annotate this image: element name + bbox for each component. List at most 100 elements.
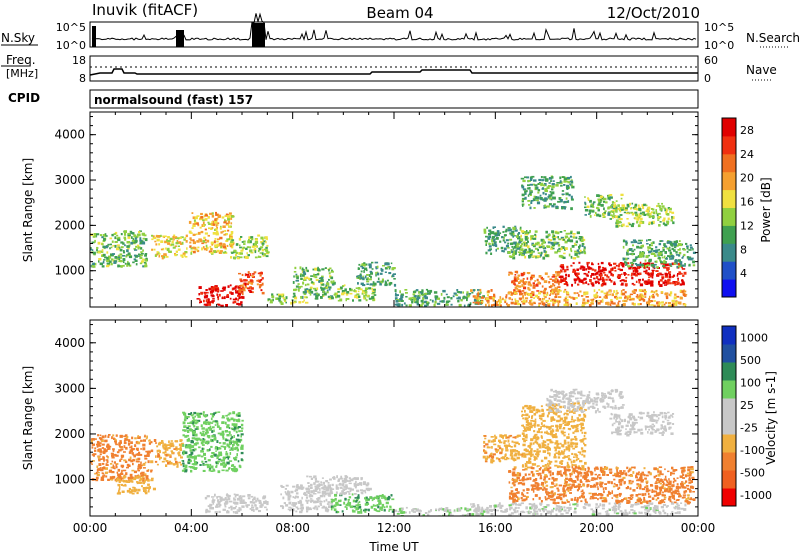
data-cell [541,179,545,181]
data-cell [202,438,205,441]
data-cell [209,425,212,429]
data-cell [281,293,283,297]
data-cell [672,302,676,304]
data-cell [518,232,521,235]
data-cell [578,278,581,281]
data-cell [335,486,339,489]
data-cell [210,286,213,288]
data-cell [365,287,368,290]
data-cell [97,241,101,245]
data-cell [617,204,620,207]
data-cell [206,291,209,294]
data-cell [280,505,284,508]
data-cell [120,241,124,244]
data-cell [488,245,492,248]
data-cell [368,265,372,269]
data-cell [565,301,567,304]
data-cell [518,253,521,256]
data-cell [167,240,171,242]
data-cell [596,275,599,279]
data-cell [408,304,412,307]
data-cell [484,451,488,454]
data-cell [330,296,334,300]
data-cell [510,452,514,455]
data-cell [346,291,350,294]
data-cell [261,282,264,286]
data-cell [676,295,680,298]
data-cell [230,507,233,511]
data-cell [299,501,303,504]
data-cell [233,465,236,469]
data-cell [237,294,241,296]
data-cell [189,455,192,459]
data-cell [247,494,251,497]
data-cell [443,509,448,512]
data-cell [586,205,590,208]
data-cell [226,461,230,465]
data-cell [321,490,324,494]
data-cell [578,236,582,238]
data-cell [551,279,555,282]
data-cell [592,201,596,204]
data-cell [577,283,580,286]
data-cell [135,441,138,444]
data-cell [617,264,620,268]
data-cell [168,250,172,253]
data-cell [661,304,664,307]
data-cell [507,227,511,229]
data-cell [505,446,508,449]
data-cell [363,262,366,265]
data-cell [122,469,127,472]
data-cell [566,293,570,296]
data-cell [198,286,202,289]
data-cell [241,292,244,296]
data-cell [521,185,525,189]
data-cell [491,457,494,460]
data-cell [580,236,583,239]
data-cell [555,183,559,187]
data-cell [384,283,388,286]
data-cell [613,290,616,293]
data-cell [598,202,601,206]
data-cell [123,441,127,445]
data-cell [271,295,275,299]
data-cell [493,242,497,245]
data-cell [542,241,546,244]
data-cell [509,449,513,453]
data-cell [213,240,216,244]
data-cell [137,457,141,460]
data-cell [325,489,329,492]
data-cell [388,266,391,268]
data-cell [209,212,213,215]
data-cell [263,495,267,499]
data-cell [552,274,556,277]
data-cell [228,467,231,470]
data-cell [323,491,327,494]
data-cell [216,243,220,247]
data-cell [101,255,104,257]
data-cell [152,235,155,238]
data-cell [178,461,181,464]
data-cell [486,226,488,229]
data-cell [579,244,581,247]
data-cell [523,251,527,254]
data-cell [627,265,630,268]
data-cell [513,444,517,448]
data-cell [650,273,654,277]
data-cell [186,247,188,250]
data-cell [611,273,614,277]
data-cell [97,251,101,254]
data-cell [656,301,660,304]
data-cell [677,301,680,305]
data-cell [103,259,106,261]
data-cell [492,244,497,247]
data-cell [573,270,577,273]
data-cell [240,451,244,455]
data-cell [189,245,192,248]
data-cell [549,294,551,296]
data-cell [510,249,513,251]
data-cell [337,511,340,514]
data-cell [675,251,678,254]
data-cell [133,248,137,250]
data-cell [252,498,256,501]
